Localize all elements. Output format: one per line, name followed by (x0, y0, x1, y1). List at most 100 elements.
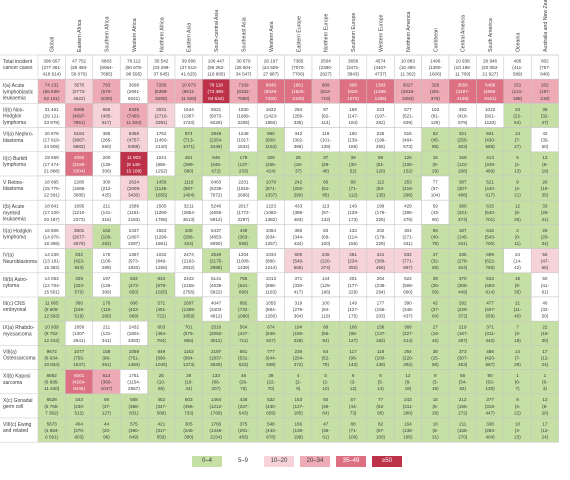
cell-value: 386 (294, 228, 302, 233)
heat-cell (92, 127, 121, 153)
cell-value: 11 709) (455, 72, 471, 77)
cell-value: (921- (485, 113, 496, 118)
heat-cell (393, 78, 422, 104)
cell-value: 15 382) (44, 265, 60, 270)
cell-value: (220- (403, 355, 414, 360)
cell-value: (4697- (72, 113, 86, 118)
cell-value: 1765 (211, 421, 222, 426)
cell-value: 274) (321, 265, 331, 270)
cell-value: (2163- (182, 259, 196, 264)
cell-value: (389- (375, 259, 386, 264)
heat-cell (284, 369, 313, 395)
cell-value: 3501 (74, 228, 85, 233)
cell-value: 483) (294, 217, 304, 222)
cell-value: (407- (485, 307, 496, 312)
cell-value: (88- (349, 331, 358, 336)
cell-value: 6090) (210, 241, 222, 246)
heat-cell (393, 175, 422, 201)
heat-cell (366, 393, 395, 419)
cell-value: (12- (541, 355, 550, 360)
cell-value: 21) (514, 193, 521, 198)
cell-value: 897) (403, 265, 413, 270)
row-label: blastoma (3, 186, 24, 192)
cell-value: 37 (323, 155, 329, 160)
cell-value: 11 924) (126, 120, 142, 125)
cell-value: 2432 (129, 325, 140, 330)
cell-value: 169 (349, 107, 357, 112)
cell-value: (130- (101, 162, 112, 167)
cell-value: 54) (514, 120, 521, 125)
cell-value: 571 (157, 300, 165, 305)
cell-value: 15 (433, 397, 439, 402)
cell-value: (114- (348, 234, 359, 239)
cell-value: (32- (541, 307, 550, 312)
cell-value: 1458 (156, 179, 167, 184)
cell-value: 106 (349, 325, 357, 330)
cell-value: 185) (348, 144, 358, 149)
cell-value: 6645 (266, 83, 277, 88)
cell-value: (22- (513, 113, 522, 118)
cell-value: (105- (403, 162, 414, 167)
cell-value: (25- (431, 355, 440, 360)
heat-cell (530, 199, 559, 225)
cell-value: 632 (75, 252, 83, 257)
cell-value: 119 (322, 131, 330, 136)
cell-value: 1260) (265, 314, 277, 319)
cell-value: 7972) (210, 193, 222, 198)
heat-cell (476, 103, 505, 128)
cell-value: 39 606 (182, 58, 196, 63)
cell-value: 42) (514, 265, 521, 270)
heat-cell (530, 248, 559, 274)
cell-value: (463- (485, 283, 496, 288)
cell-value: (27- (431, 307, 440, 312)
cell-value: 634 (130, 276, 138, 281)
cell-value: (281- (430, 89, 441, 94)
cell-value: 387 (459, 179, 467, 184)
cell-value: (2710- (155, 113, 169, 118)
cell-value: 449 (240, 228, 248, 233)
heat-cell (476, 296, 505, 322)
cell-value: (7- (515, 355, 521, 360)
cell-value: 56 (460, 373, 466, 378)
cell-value: 3430) (128, 193, 140, 198)
cell-value: (8- (432, 428, 438, 433)
cell-value: 203) (376, 314, 386, 319)
cell-value: 233) (239, 168, 249, 173)
cell-value: (8 634- (44, 355, 59, 360)
cell-value: (44- (349, 404, 358, 409)
heat-cell (119, 199, 148, 225)
cell-value: (37- (102, 404, 111, 409)
cell-value: (2009- (127, 186, 141, 191)
cell-value: 700) (485, 241, 495, 246)
cell-value: (279- (293, 307, 304, 312)
cell-value: (1307- (72, 331, 86, 336)
cell-value: 272) (458, 410, 468, 415)
cell-value: 6528 (47, 397, 58, 402)
cell-value: 44) (185, 386, 192, 391)
cell-value: 212 (459, 397, 467, 402)
cell-value: 42 (542, 131, 548, 136)
cell-value: (32- (431, 259, 440, 264)
heat-cell (119, 272, 148, 298)
cell-value: 1858 (74, 325, 85, 330)
cell-value: 88 (351, 421, 357, 426)
cell-value: 1045) (155, 362, 167, 367)
cell-value: 7 392) (45, 410, 58, 415)
cell-value: (2- (323, 380, 329, 385)
cell-value: (2816- (401, 89, 415, 94)
heat-cell (65, 272, 94, 298)
cell-value: 701) (485, 217, 495, 222)
cell-value: 3) (543, 386, 548, 391)
cell-value: 575 (130, 421, 138, 426)
heat-cell (393, 417, 422, 443)
cell-value: (755- (74, 355, 85, 360)
heat-cell (229, 345, 258, 370)
cell-value: (622- (485, 259, 496, 264)
cell-value: (52- (322, 355, 331, 360)
cell-value: (122- (457, 162, 468, 167)
cell-value: 1032 (156, 252, 167, 257)
cell-value: 2154) (210, 435, 222, 440)
cell-value: 133 (212, 373, 220, 378)
heat-cell (147, 320, 176, 346)
cell-value: (125- (320, 283, 331, 288)
